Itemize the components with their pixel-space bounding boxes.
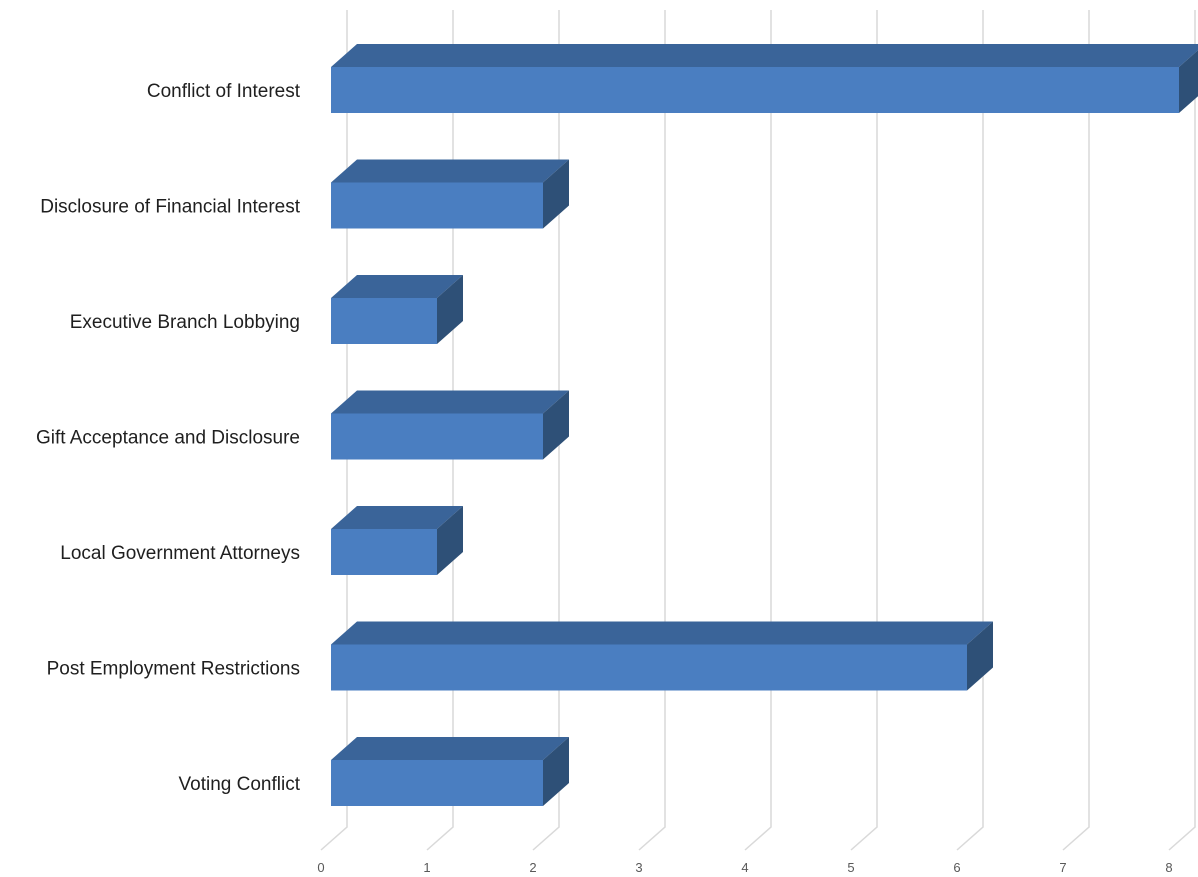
bar [331, 390, 569, 460]
bar-top-face [331, 275, 463, 298]
x-tick-label: 0 [317, 860, 324, 875]
gridline [850, 10, 878, 851]
bar-side-face [543, 159, 569, 229]
gridlines [320, 10, 1196, 851]
gridline [1168, 10, 1196, 851]
gridline [744, 10, 772, 851]
category-labels: Conflict of Interest Disclosure of Financ… [36, 81, 301, 795]
bar-top-face [331, 737, 569, 760]
bar-top-face [331, 390, 569, 414]
bar-top-face [331, 44, 1198, 67]
bar [331, 44, 1198, 113]
gridline [532, 10, 560, 851]
category-label: Post Employment Restrictions [47, 659, 300, 680]
bar-top-face [331, 621, 993, 645]
bar-front-face [331, 182, 543, 229]
bar-side-face [1179, 50, 1198, 113]
gridline [1062, 10, 1090, 851]
x-tick-label: 5 [847, 860, 854, 875]
x-tick-label: 3 [635, 860, 642, 875]
x-tick-label: 8 [1165, 860, 1172, 875]
x-tick-label: 2 [529, 860, 536, 875]
gridline [638, 10, 666, 851]
bar [331, 621, 993, 691]
x-tick-label: 7 [1059, 860, 1066, 875]
bar-side-face [543, 737, 569, 806]
bar-front-face [331, 529, 437, 575]
bar-side-face [437, 506, 463, 575]
x-tick-label: 6 [953, 860, 960, 875]
bar [331, 506, 463, 575]
bar-front-face [331, 644, 967, 691]
x-axis-ticks: 0 1 2 3 4 5 6 7 8 [317, 860, 1172, 875]
bar [331, 159, 569, 229]
bar [331, 737, 569, 806]
gridline [320, 10, 348, 851]
bar-front-face [331, 760, 543, 806]
category-label: Conflict of Interest [147, 81, 301, 102]
bar [331, 275, 463, 344]
x-tick-label: 4 [741, 860, 748, 875]
bar-side-face [543, 390, 569, 460]
bar-top-face [331, 159, 569, 183]
bar-side-face [437, 275, 463, 344]
x-tick-label: 1 [423, 860, 430, 875]
bar-side-face [967, 621, 993, 691]
bar-front-face [331, 413, 543, 460]
bar-top-face [331, 506, 463, 529]
category-label: Voting Conflict [179, 774, 301, 795]
category-label: Disclosure of Financial Interest [40, 197, 300, 218]
gridline [956, 10, 984, 851]
bar-front-face [331, 67, 1179, 113]
bars [331, 44, 1198, 806]
category-label: Gift Acceptance and Disclosure [36, 428, 300, 449]
category-label: Executive Branch Lobbying [70, 312, 300, 333]
category-label: Local Government Attorneys [60, 543, 300, 564]
bar-front-face [331, 298, 437, 344]
